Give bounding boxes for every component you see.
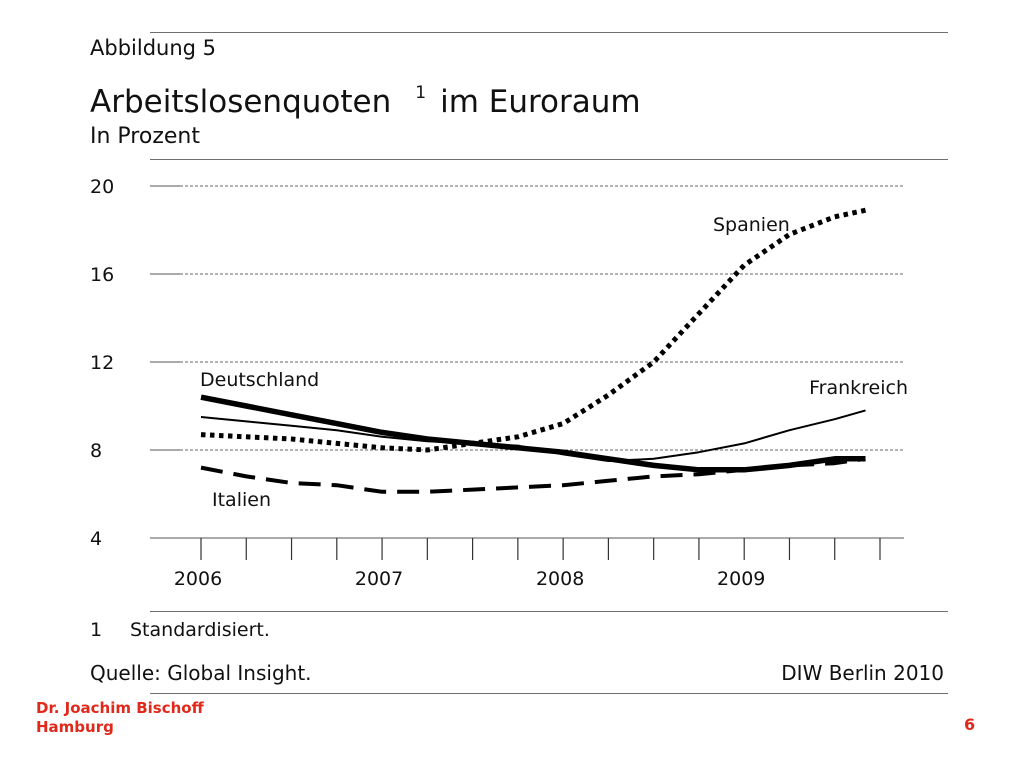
- series-line-italien: [200, 456, 866, 494]
- title-footnote-marker: 1: [415, 83, 427, 103]
- x-tick-label: 2006: [174, 568, 222, 590]
- credit-note: DIW Berlin 2010: [781, 661, 944, 685]
- figure-label: Abbildung 5: [90, 36, 217, 60]
- series-lines: [200, 207, 867, 494]
- footnote-rule: [150, 611, 948, 612]
- grid-lines: [150, 185, 904, 539]
- page-number: 6: [964, 715, 976, 734]
- x-tick-label: 2009: [717, 568, 765, 590]
- x-tick-label: 2007: [355, 568, 403, 590]
- bottom-rule: [150, 693, 948, 694]
- axis-ticks: [200, 538, 881, 560]
- footnote: 1 Standardisiert.: [90, 619, 270, 641]
- y-tick-label: 4: [90, 528, 102, 550]
- chart-title: Arbeitslosenquoten 1 im Euroraum: [90, 83, 641, 120]
- footnote-number: 1: [90, 619, 103, 641]
- axis-and-series-labels: 4 8 12 16 20 2006 2007 2008 2009 Spanien Deutschla…: [90, 176, 908, 590]
- y-tick-label: 16: [90, 264, 114, 286]
- series-line-spanien: [200, 207, 867, 453]
- series-label-italien: Italien: [212, 489, 271, 511]
- source-note: Quelle: Global Insight.: [90, 661, 312, 685]
- title-text: Arbeitslosenquoten: [90, 84, 392, 120]
- series-label-spanien: Spanien: [713, 214, 790, 236]
- series-label-frankreich: Frankreich: [809, 377, 908, 399]
- x-tick-label: 2008: [536, 568, 584, 590]
- footnote-text: Standardisiert.: [130, 619, 270, 641]
- author-city: Hamburg: [36, 718, 114, 736]
- title-suffix: im Euroraum: [440, 84, 641, 120]
- chart-subtitle: In Prozent: [90, 124, 200, 149]
- series-line-deutschland: [200, 394, 866, 473]
- top-rule: [150, 32, 948, 33]
- author-name: Dr. Joachim Bischoff: [36, 699, 204, 717]
- y-tick-label: 8: [90, 440, 102, 462]
- y-tick-label: 12: [90, 352, 114, 374]
- series-label-deutschland: Deutschland: [200, 369, 319, 391]
- header-rule: [150, 159, 948, 160]
- y-tick-label: 20: [90, 176, 114, 198]
